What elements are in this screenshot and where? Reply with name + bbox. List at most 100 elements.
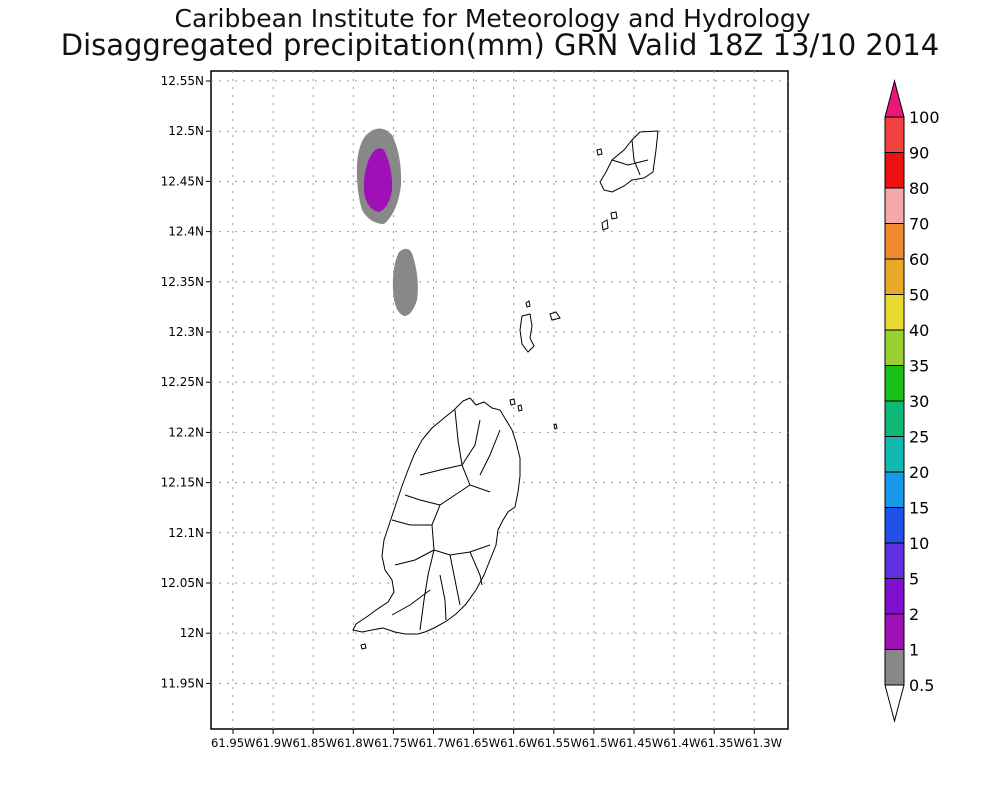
grenadine-islets xyxy=(360,300,561,650)
colorbar-label: 25 xyxy=(909,428,929,447)
colorbar-swatch xyxy=(884,649,905,686)
colorbar-bottom-arrow xyxy=(884,684,905,723)
lon-tick-label: 61.65W xyxy=(456,736,500,750)
precip-cell-south xyxy=(392,248,418,316)
lat-tick-label: 12.4N xyxy=(168,225,204,239)
lat-tick-label: 12.35N xyxy=(161,275,204,289)
colorbar-label: 100 xyxy=(909,108,940,127)
lon-tick-label: 61.75W xyxy=(374,736,418,750)
colorbar-label: 10 xyxy=(909,534,929,553)
colorbar-swatch xyxy=(884,329,905,366)
colorbar-label: 2 xyxy=(909,605,919,624)
small-island xyxy=(360,643,367,650)
colorbar-swatch xyxy=(884,116,905,153)
colorbar-label: 20 xyxy=(909,463,929,482)
grenada-island xyxy=(352,397,521,635)
longitude-labels: 61.95W61.9W61.85W61.8W61.75W61.7W61.65W6… xyxy=(211,729,782,750)
lat-tick-label: 12N xyxy=(180,626,204,640)
lon-tick-labels: 61.95W61.9W61.85W61.8W61.75W61.7W61.65W6… xyxy=(211,736,782,750)
precip-cell-north xyxy=(356,128,402,224)
parish-boundary xyxy=(419,549,435,631)
lon-tick-label: 61.95W xyxy=(211,736,255,750)
lat-tick-label: 11.95N xyxy=(161,676,204,690)
lat-tick-label: 12.2N xyxy=(168,425,204,439)
colorbar-swatch xyxy=(884,365,905,402)
small-island xyxy=(509,398,516,406)
colorbar-swatch xyxy=(884,471,905,508)
lon-tick-label: 61.85W xyxy=(293,736,337,750)
colorbar-swatch xyxy=(884,400,905,437)
parish-boundary xyxy=(404,494,441,506)
parish-boundary xyxy=(611,159,649,166)
lon-tick-label: 61.6W xyxy=(500,736,537,750)
lon-tick-label: 61.8W xyxy=(337,736,374,750)
lat-tick-label: 12.3N xyxy=(168,325,204,339)
colorbar-label: 1 xyxy=(909,641,919,660)
lon-tick-label: 61.5W xyxy=(582,736,619,750)
parish-boundary xyxy=(631,139,641,176)
lon-tick-label: 61.3W xyxy=(745,736,782,750)
colorbar-swatch xyxy=(884,223,905,260)
parish-boundary xyxy=(394,549,435,566)
lat-tick-label: 12.25N xyxy=(161,375,204,389)
parish-boundary xyxy=(391,519,432,526)
carriacou-island xyxy=(596,130,659,231)
colorbar-top-arrow xyxy=(884,79,905,118)
small-island xyxy=(596,148,603,156)
lat-tick-label: 12.05N xyxy=(161,576,204,590)
small-island xyxy=(519,313,535,353)
colorbar-label: 30 xyxy=(909,392,929,411)
parish-boundary xyxy=(449,554,461,606)
small-island xyxy=(517,404,523,412)
colorbar-label: 15 xyxy=(909,499,929,518)
colorbar-label: 60 xyxy=(909,250,929,269)
lat-tick-label: 12.45N xyxy=(161,174,204,188)
small-island xyxy=(549,311,561,321)
colorbar-swatch xyxy=(884,187,905,224)
colorbar-swatch xyxy=(884,507,905,544)
institute-title: Caribbean Institute for Meteorology and … xyxy=(174,4,811,33)
colorbar-label: 40 xyxy=(909,321,929,340)
grenada-coastline xyxy=(352,397,521,635)
parish-boundary xyxy=(419,464,463,476)
lon-tick-label: 61.35W xyxy=(700,736,744,750)
colorbar-label: 0.5 xyxy=(909,676,934,695)
small-island xyxy=(525,300,531,308)
small-island xyxy=(601,219,609,231)
lon-tick-label: 61.4W xyxy=(663,736,700,750)
plot-frame xyxy=(210,70,789,730)
lat-tick-label: 12.15N xyxy=(161,476,204,490)
colorbar-swatch xyxy=(884,294,905,331)
colorbar-swatch xyxy=(884,436,905,473)
colorbar: 100 90 80 70 60 50 40 35 30 25 20 15 10 5 2 1 0.5 xyxy=(884,79,940,723)
parish-boundary xyxy=(439,574,447,621)
carriacou-coastline xyxy=(599,130,659,193)
colorbar-label: 70 xyxy=(909,215,929,234)
precip-contour-1-north xyxy=(363,148,393,212)
parish-boundary xyxy=(479,429,501,476)
parish-boundary xyxy=(391,589,431,616)
lat-tick-label: 12.55N xyxy=(161,74,204,88)
colorbar-label: 5 xyxy=(909,570,919,589)
colorbar-swatch xyxy=(884,542,905,579)
colorbar-swatch xyxy=(884,613,905,650)
lon-tick-label: 61.7W xyxy=(419,736,456,750)
precip-contour-0.5-south xyxy=(392,248,418,316)
colorbar-label: 50 xyxy=(909,286,929,305)
colorbar-swatch xyxy=(884,578,905,615)
lon-tick-label: 61.9W xyxy=(255,736,292,750)
lon-tick-label: 61.45W xyxy=(619,736,663,750)
lat-tick-label: 12.5N xyxy=(168,124,204,138)
lat-tick-label: 12.1N xyxy=(168,526,204,540)
colorbar-label: 90 xyxy=(909,144,929,163)
parish-boundary xyxy=(469,551,483,586)
colorbar-label: 35 xyxy=(909,357,929,376)
small-island xyxy=(610,211,618,220)
small-island xyxy=(553,423,558,430)
parish-boundary xyxy=(433,544,491,556)
colorbar-swatch xyxy=(884,152,905,189)
parish-boundary xyxy=(461,419,481,466)
latitude-labels: 12.55N 12.5N 12.45N 12.4N 12.35N 12.3N 12.25N 1… xyxy=(161,74,211,690)
product-title: Disaggregated precipitation(mm) GRN Vali… xyxy=(60,28,940,62)
